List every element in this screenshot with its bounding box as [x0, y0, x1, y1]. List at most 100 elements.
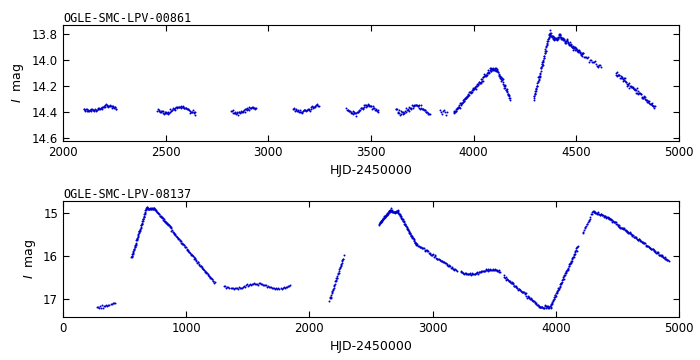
Point	[153, 107, 164, 112]
Point	[369, 105, 380, 111]
Point	[613, 72, 624, 78]
Point	[384, 207, 395, 213]
Point	[406, 233, 417, 239]
Point	[305, 106, 316, 112]
Point	[621, 229, 632, 234]
Point	[406, 106, 417, 112]
Point	[188, 109, 199, 115]
Point	[458, 98, 469, 104]
Point	[628, 85, 639, 91]
Point	[526, 297, 538, 303]
Point	[419, 107, 430, 113]
Point	[395, 214, 407, 220]
Point	[478, 268, 489, 274]
Point	[483, 71, 494, 76]
Point	[538, 53, 550, 59]
Point	[554, 281, 566, 287]
Point	[549, 294, 560, 300]
Point	[307, 105, 318, 111]
Point	[524, 296, 536, 302]
Point	[634, 237, 645, 242]
Point	[472, 81, 483, 87]
Point	[434, 257, 445, 263]
Point	[649, 249, 660, 255]
Point	[548, 36, 559, 42]
Point	[534, 304, 545, 310]
Point	[311, 102, 322, 107]
Point	[631, 236, 643, 242]
Point	[422, 111, 433, 116]
Point	[591, 210, 602, 215]
Point	[533, 302, 544, 308]
Point	[253, 282, 264, 288]
Point	[461, 94, 472, 100]
Point	[639, 96, 650, 102]
Point	[419, 108, 430, 113]
Point	[575, 49, 586, 54]
Point	[234, 110, 246, 116]
Point	[301, 107, 312, 113]
Point	[469, 84, 480, 90]
Point	[521, 293, 532, 298]
Point	[497, 80, 508, 85]
Point	[202, 271, 214, 277]
Point	[487, 266, 498, 272]
Point	[452, 105, 463, 111]
Point	[631, 235, 642, 241]
Point	[389, 209, 400, 215]
Point	[660, 256, 671, 262]
Point	[563, 42, 574, 48]
Point	[531, 85, 542, 90]
Point	[330, 278, 341, 284]
Point	[379, 214, 391, 220]
Point	[83, 107, 94, 113]
Point	[426, 252, 437, 258]
Point	[643, 244, 654, 250]
Point	[564, 41, 575, 47]
Point	[131, 237, 142, 243]
Point	[537, 305, 548, 310]
Point	[652, 249, 664, 255]
Point	[247, 281, 258, 287]
Point	[562, 267, 573, 273]
Point	[568, 45, 580, 51]
Point	[104, 103, 115, 109]
Point	[407, 105, 418, 111]
Point	[463, 92, 475, 98]
Point	[364, 102, 375, 108]
Point	[463, 271, 474, 277]
Point	[662, 257, 673, 263]
Point	[537, 59, 548, 65]
Point	[464, 89, 475, 95]
Point	[295, 109, 306, 115]
Point	[404, 230, 415, 235]
Point	[186, 251, 197, 257]
Point	[568, 47, 579, 53]
Point	[527, 298, 538, 304]
Point	[473, 271, 484, 277]
Point	[595, 62, 606, 68]
Point	[181, 244, 192, 250]
Point	[581, 221, 592, 227]
Point	[106, 103, 117, 109]
Point	[415, 244, 426, 250]
Point	[499, 82, 510, 88]
Point	[548, 296, 559, 302]
Point	[436, 111, 447, 117]
Point	[132, 234, 144, 239]
Point	[502, 91, 513, 97]
Point	[641, 243, 652, 249]
Point	[630, 234, 641, 240]
Point	[161, 221, 172, 227]
Point	[567, 256, 578, 262]
Point	[132, 236, 143, 242]
Point	[408, 238, 419, 243]
Point	[611, 221, 622, 227]
Point	[172, 237, 183, 242]
Point	[300, 108, 312, 113]
Point	[154, 108, 165, 114]
Point	[244, 281, 256, 287]
Point	[485, 68, 496, 74]
Point	[421, 109, 432, 115]
Point	[383, 210, 394, 216]
